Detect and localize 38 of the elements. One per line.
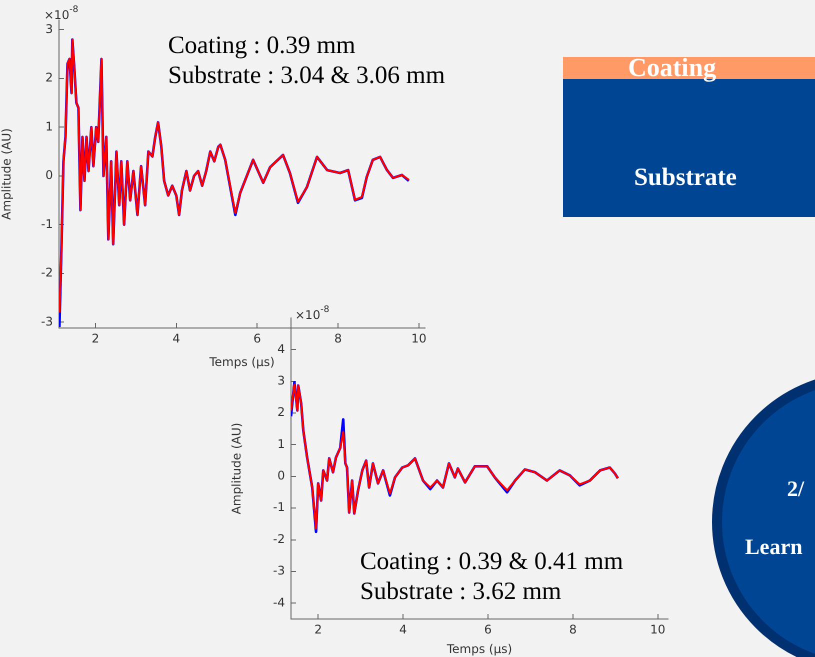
x-tick-label: 6 (253, 331, 261, 346)
y-tick-label: 2 (277, 405, 285, 420)
y-tick-label: -2 (273, 532, 285, 546)
y-axis-title: Amplitude (AU) (229, 422, 244, 514)
x-tick-label: 2 (314, 622, 322, 636)
text: 2/ (787, 476, 804, 502)
annotation: Substrate : 3.62 mm (360, 578, 562, 606)
y-tick-label: -2 (41, 266, 53, 280)
y-tick-label: 3 (45, 22, 53, 36)
annotation: Coating : 0.39 mm (168, 32, 356, 60)
text: Coating (628, 53, 716, 82)
y-tick-label: -3 (273, 564, 285, 578)
x-tick-label: 8 (569, 622, 577, 636)
x-tick-label: 6 (484, 622, 492, 636)
x-tick-label: 4 (399, 622, 407, 636)
y-tick-label: 2 (45, 70, 53, 85)
annotation: Coating : 0.39 & 0.41 mm (360, 548, 624, 576)
y-tick-label: -1 (41, 216, 53, 231)
x-axis-title: Temps (µs) (446, 642, 512, 656)
y-tick-label: 1 (277, 436, 285, 451)
x-tick-label: 8 (334, 331, 342, 346)
x-tick-label: 10 (411, 331, 427, 346)
y-tick-label: -3 (41, 314, 53, 328)
y-tick-label: 1 (45, 119, 53, 134)
y-tick-label: 0 (45, 168, 53, 182)
x-tick-label: 4 (172, 331, 180, 346)
x-tick-label: 2 (92, 331, 100, 346)
y-tick-label: -4 (273, 595, 285, 610)
y-tick-label: 0 (277, 468, 285, 483)
annotation: Substrate : 3.04 & 3.06 mm (168, 62, 446, 90)
text: Substrate (634, 164, 737, 192)
y-tick-label: 4 (277, 342, 285, 356)
x-axis-title: Temps (µs) (208, 354, 275, 369)
text: Learn (745, 534, 802, 560)
y-tick-label: 3 (277, 373, 285, 388)
y-tick-label: -1 (273, 500, 285, 514)
y-axis-title: Amplitude (AU) (0, 128, 14, 220)
x-tick-label: 10 (650, 622, 666, 636)
